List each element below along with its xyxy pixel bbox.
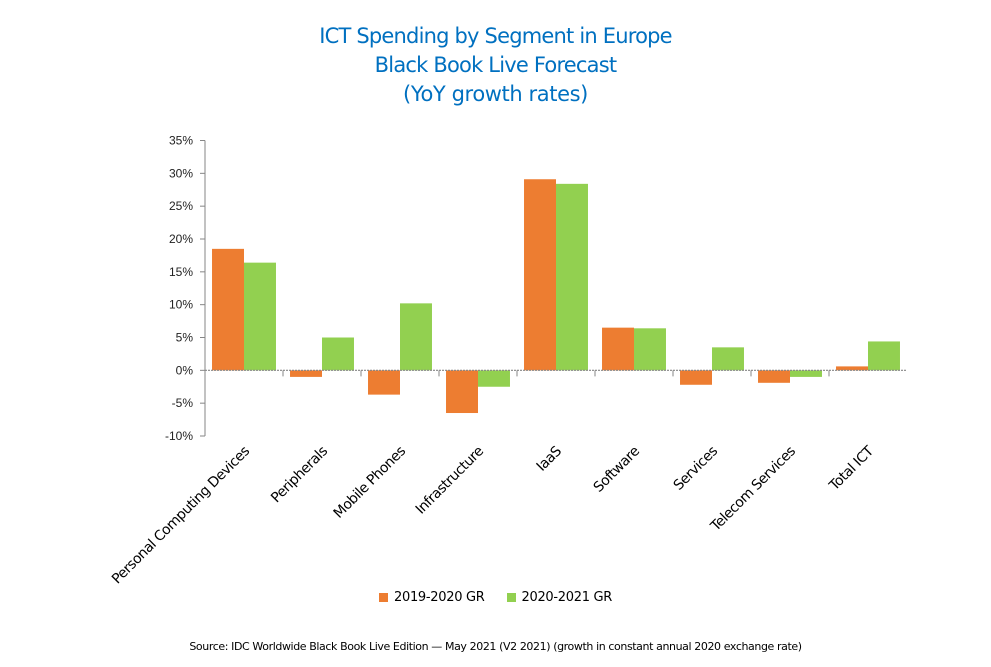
y-tick-label: 5% (176, 331, 194, 345)
bar-2020-2021 (400, 303, 432, 371)
bar-2020-2021 (790, 370, 822, 377)
bar-2020-2021 (478, 370, 510, 387)
x-category-label: Peripherals (268, 443, 331, 506)
bar-2019-2020 (836, 366, 868, 371)
x-category-label: IaaS (534, 443, 566, 475)
y-tick-label: 30% (169, 166, 193, 180)
legend-swatch-green (506, 593, 516, 602)
bar-2020-2021 (556, 183, 588, 371)
y-tick-label: 35% (169, 134, 193, 148)
x-category-label: Mobile Phones (331, 443, 409, 521)
x-category-label: Software (591, 444, 643, 496)
legend: 2019-2020 GR 2020-2021 GR (0, 590, 991, 605)
x-category-label: Services (671, 443, 721, 493)
bar-2020-2021 (868, 341, 900, 371)
x-axis (205, 369, 907, 377)
bar-2019-2020 (368, 370, 400, 395)
bar-2019-2020 (446, 370, 478, 414)
x-category-label: Personal Computing Devices (109, 443, 253, 587)
bar-2020-2021 (634, 328, 666, 371)
chart-title: ICT Spending by Segment in Europe (319, 24, 672, 48)
y-tick-label: 25% (169, 199, 193, 213)
y-tick-label: 20% (169, 232, 193, 246)
bar-2019-2020 (212, 248, 244, 371)
chart-subtitle: Black Book Live Forecast (374, 53, 617, 77)
legend-swatch-orange (379, 593, 388, 602)
x-category-label: Infrastructure (413, 444, 487, 518)
legend-label: 2020-2021 GR (521, 590, 613, 605)
x-category-label: Total ICT (826, 443, 878, 495)
bar-2019-2020 (680, 370, 712, 385)
x-category-label: Telecom Services (707, 443, 799, 535)
y-tick-label: 0% (176, 363, 194, 377)
bar-2020-2021 (244, 262, 276, 371)
y-tick-label: 10% (169, 298, 193, 312)
bar-2019-2020 (290, 370, 322, 377)
y-axis: -10% -5% 0% 5% 10% 15% 20% 25% 30% 35% (165, 134, 206, 443)
bar-2020-2021 (322, 337, 354, 371)
legend-item-2019-2020: 2019-2020 GR (379, 590, 485, 605)
bar-2019-2020 (524, 179, 556, 371)
bar-2019-2020 (758, 370, 790, 383)
source-note: Source: IDC Worldwide Black Book Live Ed… (189, 640, 802, 653)
chart-title-block: ICT Spending by Segment in Europe Black … (0, 22, 991, 109)
chart-subtitle-growth: (YoY growth rates) (403, 82, 588, 106)
y-tick-label: -5% (172, 396, 194, 410)
bars (212, 179, 900, 414)
bar-2020-2021 (712, 347, 744, 371)
y-tick-label: 15% (169, 265, 193, 279)
bar-2019-2020 (602, 327, 634, 371)
legend-label: 2019-2020 GR (394, 590, 485, 605)
bar-chart: -10% -5% 0% 5% 10% 15% 20% 25% 30% 35% Personal C… (109, 134, 907, 588)
legend-item-2020-2021: 2020-2021 GR (506, 590, 613, 605)
category-labels: Personal Computing Devices Peripherals Mob… (109, 443, 878, 588)
y-tick-label: -10% (165, 429, 193, 443)
